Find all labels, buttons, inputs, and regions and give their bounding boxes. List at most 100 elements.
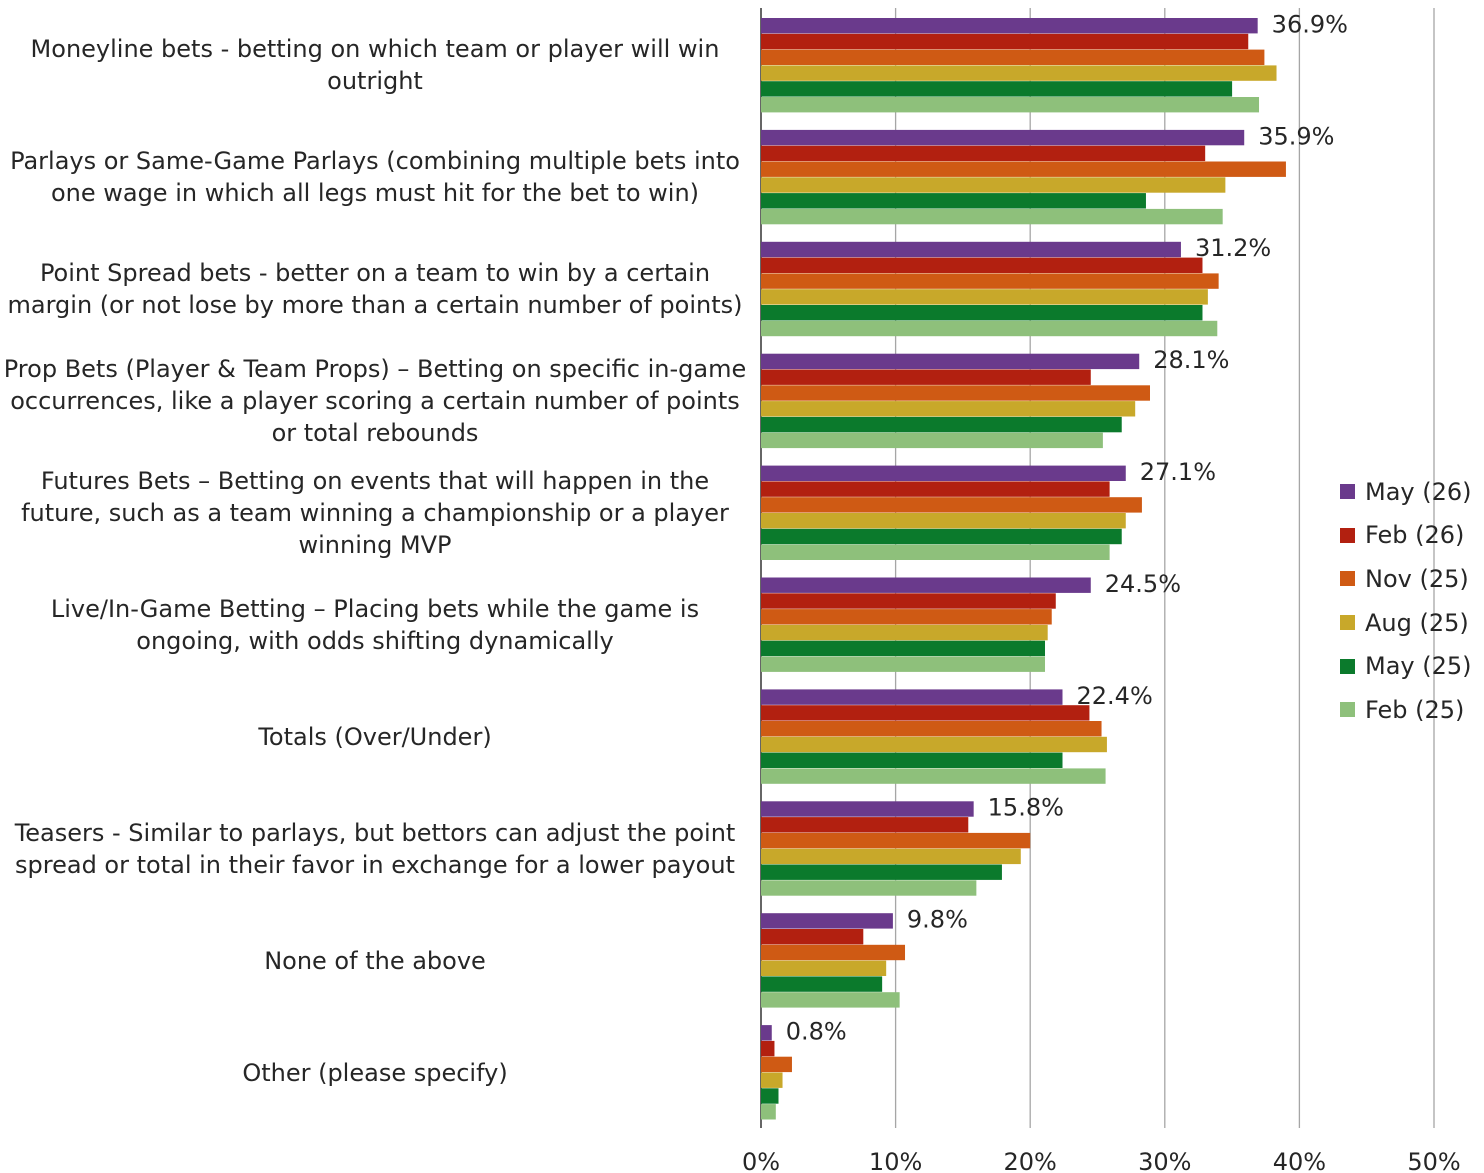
bar	[761, 416, 1122, 433]
bar	[761, 273, 1219, 289]
bar	[761, 656, 1046, 672]
bar	[761, 65, 1277, 81]
legend-label: Feb (25)	[1365, 695, 1465, 724]
bar	[761, 1025, 772, 1041]
bar	[761, 1040, 775, 1057]
bar	[761, 832, 1031, 849]
bar	[761, 848, 1021, 865]
x-tick-label: 30%	[1138, 1148, 1191, 1173]
legend-item: Aug (25)	[1340, 601, 1472, 645]
legend-swatch	[1340, 527, 1355, 543]
legend-label: May (25)	[1365, 652, 1472, 681]
bar	[761, 528, 1122, 545]
category-label: Futures Bets – Betting on events that wi…	[21, 467, 729, 559]
legend-item: Feb (26)	[1340, 514, 1472, 558]
category-label: Moneyline bets - betting on which team o…	[30, 35, 720, 96]
legend-swatch	[1340, 484, 1355, 500]
bar	[761, 801, 974, 817]
bar	[761, 1072, 783, 1088]
bar	[761, 241, 1181, 258]
bar	[761, 992, 900, 1008]
bar	[761, 689, 1063, 705]
bar	[761, 624, 1048, 641]
bar	[761, 960, 887, 976]
bar	[761, 465, 1126, 481]
data-label: 28.1%	[1153, 346, 1229, 374]
bar	[761, 640, 1046, 657]
bar	[761, 385, 1150, 401]
bar	[761, 929, 864, 945]
legend-label: Nov (25)	[1365, 564, 1469, 593]
bar	[761, 481, 1110, 497]
bar	[761, 49, 1265, 65]
data-label: 24.5%	[1105, 570, 1181, 598]
x-tick-label: 0%	[742, 1148, 780, 1173]
bar	[761, 944, 906, 961]
bar	[761, 177, 1226, 193]
bar	[761, 593, 1056, 609]
bar	[761, 880, 977, 896]
bar	[761, 208, 1223, 225]
legend-item: Nov (25)	[1340, 557, 1472, 601]
legend-swatch	[1340, 571, 1355, 587]
bar	[761, 913, 893, 929]
category-label: Live/In-Game Betting – Placing bets whil…	[50, 594, 700, 655]
bar	[761, 768, 1106, 784]
category-label: Prop Bets (Player & Team Props) – Bettin…	[3, 355, 747, 448]
category-label: Other (please specify)	[242, 1058, 508, 1087]
bars	[761, 18, 1286, 1120]
bar	[761, 497, 1142, 513]
legend-label: Feb (26)	[1365, 521, 1465, 550]
bar	[761, 161, 1286, 177]
bar	[761, 721, 1102, 737]
category-label: Parlays or Same-Game Parlays (combining …	[10, 147, 740, 208]
legend-item: Feb (25)	[1340, 688, 1472, 732]
legend: May (26) Feb (26) Nov (25) Aug (25) May (25)…	[1340, 470, 1472, 732]
bar	[761, 1056, 792, 1073]
bar	[761, 976, 883, 992]
bar	[761, 577, 1091, 593]
legend-swatch	[1340, 702, 1355, 718]
category-label: Totals (Over/Under)	[258, 722, 492, 751]
category-label: Teasers - Similar to parlays, but bettor…	[14, 818, 736, 879]
legend-swatch	[1340, 615, 1355, 631]
bar	[761, 97, 1260, 113]
data-label: 27.1%	[1140, 458, 1216, 486]
bar	[761, 544, 1110, 560]
legend-item: May (25)	[1340, 644, 1472, 688]
legend-label: May (26)	[1365, 477, 1472, 506]
data-labels: 36.9% 35.9% 31.2% 28.1% 27.1% 24.5% 22.4% 15.8%…	[786, 10, 1348, 1045]
bar	[761, 609, 1052, 625]
data-label: 31.2%	[1195, 234, 1271, 262]
data-label: 15.8%	[988, 794, 1064, 822]
bar	[761, 817, 969, 833]
bar	[761, 145, 1206, 162]
legend-label: Aug (25)	[1365, 608, 1469, 637]
data-label: 36.9%	[1272, 10, 1348, 38]
bar	[761, 81, 1233, 97]
x-tick-label: 40%	[1273, 1148, 1326, 1173]
bar	[761, 129, 1245, 146]
data-label: 35.9%	[1258, 122, 1334, 150]
bar	[761, 432, 1103, 449]
bar	[761, 369, 1091, 385]
category-label: Point Spread bets - better on a team to …	[7, 259, 743, 320]
x-tick-label: 20%	[1004, 1148, 1057, 1173]
bar	[761, 401, 1136, 417]
bar	[761, 1104, 776, 1120]
bar	[761, 752, 1063, 768]
bar	[761, 33, 1249, 50]
category-label: None of the above	[264, 946, 486, 975]
bar	[761, 193, 1146, 209]
bar	[761, 513, 1126, 529]
data-label: 0.8%	[786, 1018, 847, 1046]
x-axis-ticks: 0% 10% 20% 30% 40% 50%	[742, 1148, 1461, 1173]
bar	[761, 305, 1203, 321]
data-label: 22.4%	[1077, 682, 1153, 710]
bar	[761, 864, 1002, 880]
bar	[761, 353, 1140, 370]
legend-swatch	[1340, 658, 1355, 674]
bar	[761, 320, 1218, 337]
bar	[761, 18, 1258, 34]
